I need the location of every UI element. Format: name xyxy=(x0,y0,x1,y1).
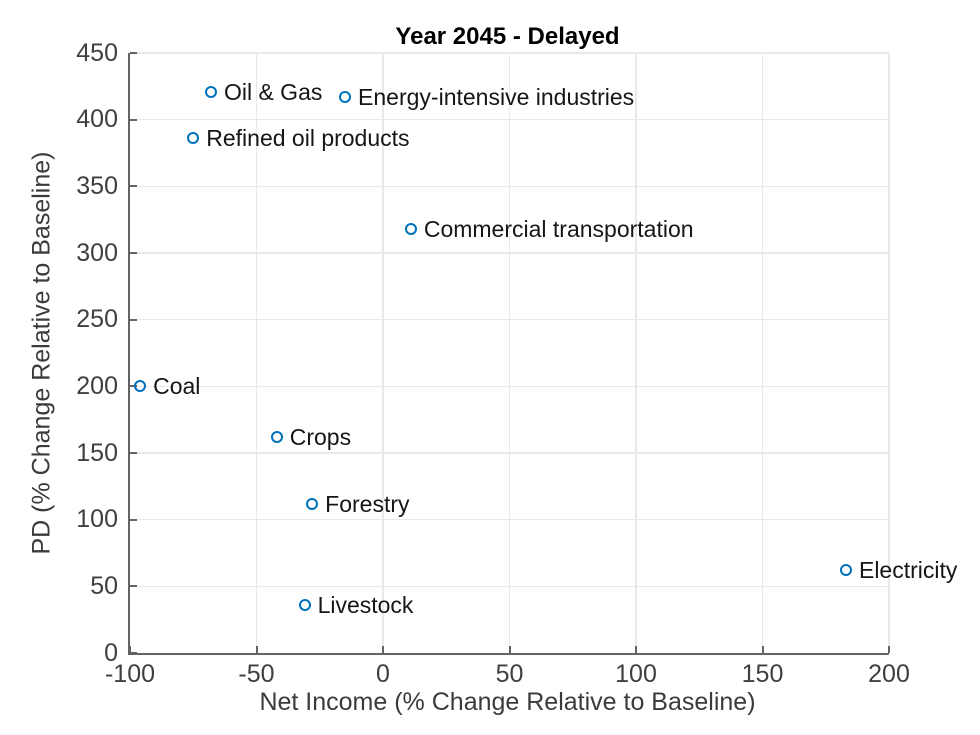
x-tick-label: 200 xyxy=(868,660,910,688)
gridline-vertical xyxy=(382,53,384,653)
gridline-vertical xyxy=(888,53,890,653)
y-tick-label: 400 xyxy=(76,105,118,134)
y-axis-label: PD (% Change Relative to Baseline) xyxy=(27,151,56,555)
gridline-horizontal xyxy=(130,318,889,321)
x-tick-label: 150 xyxy=(741,660,784,688)
data-point-marker xyxy=(298,599,311,611)
y-tick-mark xyxy=(130,252,137,254)
gridline-vertical xyxy=(255,53,258,653)
chart-title: Year 2045 - Delayed xyxy=(395,23,620,50)
x-tick-mark xyxy=(635,646,637,653)
x-axis-label: Net Income (% Change Relative to Baselin… xyxy=(259,688,756,716)
y-tick-label: 250 xyxy=(76,305,118,334)
y-tick-label: 350 xyxy=(76,171,118,200)
gridline-vertical xyxy=(508,53,511,653)
x-tick-mark xyxy=(508,646,511,653)
y-tick-label: 200 xyxy=(76,371,118,400)
plot-area: -100 -50 0 50 100 150 200 0 50 100 150 200 250 300 350… xyxy=(76,39,957,688)
y-tick-label: 300 xyxy=(76,238,118,267)
x-tick-mark xyxy=(129,646,131,653)
y-tick-mark xyxy=(130,52,137,54)
data-point-label: Crops xyxy=(289,423,352,450)
gridline-vertical xyxy=(635,53,637,653)
y-tick-mark xyxy=(130,385,137,388)
data-point-label: Coal xyxy=(153,373,201,400)
data-point-label: Refined oil products xyxy=(206,125,410,152)
data-point-marker xyxy=(306,497,319,510)
y-tick-mark xyxy=(130,185,137,188)
y-tick-mark xyxy=(130,518,137,521)
x-tick-label: -100 xyxy=(104,660,156,688)
gridline-horizontal xyxy=(130,385,889,388)
gridline-horizontal xyxy=(130,185,889,188)
y-tick-label: 150 xyxy=(76,438,118,467)
data-point-label: Energy-intensive industries xyxy=(358,83,635,110)
gridline-horizontal xyxy=(130,118,889,121)
gridline-horizontal xyxy=(130,452,889,454)
gridline-horizontal xyxy=(130,585,889,588)
x-tick-mark xyxy=(888,646,890,653)
data-point-label: Commercial transportation xyxy=(423,215,694,242)
data-point-label: Electricity xyxy=(858,557,958,584)
x-tick-mark xyxy=(255,646,258,653)
data-point-label: Oil & Gas xyxy=(223,78,323,105)
x-tick-label: -50 xyxy=(238,660,275,688)
gridline-horizontal xyxy=(130,252,889,254)
y-tick-label: 50 xyxy=(90,571,118,600)
x-tick-label: 100 xyxy=(615,660,657,688)
y-tick-mark xyxy=(130,118,137,121)
y-tick-mark xyxy=(130,318,137,321)
x-tick-label: 0 xyxy=(376,660,390,688)
data-point-marker xyxy=(270,431,283,443)
y-tick-label: 0 xyxy=(104,638,118,667)
y-tick-mark xyxy=(130,585,137,588)
data-point-marker xyxy=(339,91,352,103)
gridline-vertical xyxy=(761,53,764,653)
data-point-marker xyxy=(134,380,147,393)
data-point-marker xyxy=(204,85,217,98)
y-tick-label: 450 xyxy=(76,38,118,67)
y-tick-mark xyxy=(130,452,137,454)
x-tick-label: 50 xyxy=(495,660,524,688)
data-point-label: Forestry xyxy=(325,490,410,517)
x-tick-mark xyxy=(761,646,764,653)
gridline-horizontal xyxy=(130,518,889,521)
x-tick-mark xyxy=(382,646,384,653)
y-tick-mark xyxy=(130,652,137,654)
data-point-marker xyxy=(839,564,852,577)
y-tick-label: 100 xyxy=(76,505,118,534)
data-point-label: Livestock xyxy=(317,591,414,618)
gridline-horizontal xyxy=(130,52,889,54)
data-point-marker xyxy=(404,223,417,235)
data-point-marker xyxy=(187,132,200,145)
